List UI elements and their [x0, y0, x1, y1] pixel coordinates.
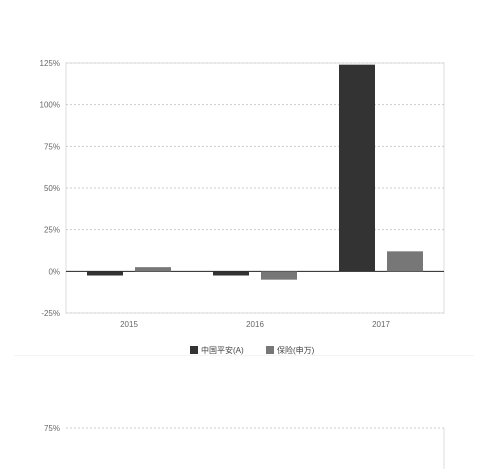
y-tick-label: 0% — [48, 267, 60, 276]
legend-swatch — [190, 346, 198, 354]
y-tick-label: 25% — [44, 226, 60, 235]
bar-series2-2015 — [135, 267, 171, 272]
y-tick-label: 100% — [40, 101, 60, 110]
y-tick-label: 75% — [44, 142, 60, 151]
panel-divider — [14, 355, 474, 356]
x-tick-label: 2016 — [246, 320, 264, 329]
bar-series2-2017 — [387, 251, 423, 272]
bar-series1-2015 — [87, 271, 123, 276]
second-chart-partial: 75% — [44, 424, 445, 469]
legend-swatch — [266, 346, 274, 354]
bar-series1-2017 — [339, 64, 375, 272]
legend-label: 中国平安(A) — [201, 345, 244, 355]
bar-series1-2016 — [213, 271, 249, 276]
x-tick-label: 2017 — [372, 320, 390, 329]
y-tick-label: 75% — [44, 424, 60, 433]
legend-label: 保险(申万) — [277, 345, 315, 355]
bar-series2-2016 — [261, 271, 297, 280]
x-tick-label: 2015 — [120, 320, 138, 329]
bar-chart: -25% 0% 25% 50% 75% 100% 125% 2015 2016 2017 中国平安(… — [40, 59, 445, 355]
y-tick-label: -25% — [41, 309, 60, 318]
y-tick-label: 50% — [44, 184, 60, 193]
y-tick-label: 125% — [40, 59, 60, 68]
